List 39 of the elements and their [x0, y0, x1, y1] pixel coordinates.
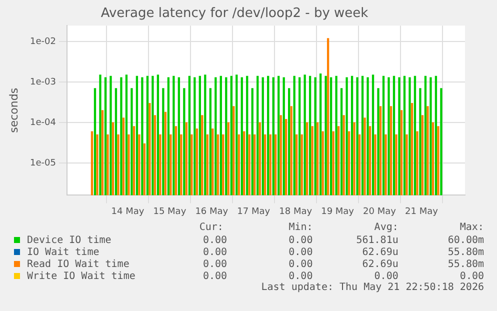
y-tick-label: 1e-05	[30, 158, 56, 168]
text: 0.00	[288, 270, 313, 282]
text: Avg:	[373, 222, 398, 234]
text: 62.69u	[361, 258, 398, 270]
x-tick-label: 21 May	[405, 206, 439, 217]
text: 561.81u	[355, 234, 398, 246]
x-tick-label: 18 May	[279, 206, 313, 217]
text: 0.00	[288, 246, 313, 258]
y-axis-title: seconds	[7, 88, 20, 133]
legend-label: Device IO time	[27, 234, 112, 246]
text: 0.00	[458, 270, 484, 282]
x-tick-label: 19 May	[321, 206, 355, 217]
legend-label: Write IO Wait time	[27, 270, 136, 282]
text: 0.00	[373, 270, 398, 282]
chart-title: Average latency for /dev/loop2 - by week	[100, 6, 369, 22]
text: 0.00	[202, 234, 228, 246]
text: 0.00	[288, 258, 313, 270]
y-tick-label: 1e-04	[30, 118, 56, 128]
text: Min:	[288, 222, 313, 234]
y-tick-label: 1e-03	[30, 77, 56, 88]
text: 0.00	[288, 234, 313, 246]
legend-label: Read IO Wait time	[27, 258, 130, 270]
y-tick-label: 1e-02	[30, 37, 56, 48]
text: 0.00	[202, 246, 228, 258]
legend-label: IO Wait time	[27, 246, 100, 258]
x-tick-label: 14 May	[111, 206, 145, 217]
text: Last update: Thu May 21 22:50:18 2026	[260, 282, 484, 294]
text: 55.80m	[446, 258, 484, 270]
text: 62.69u	[361, 246, 398, 258]
x-tick-label: 20 May	[363, 206, 397, 217]
x-tick-label: 17 May	[237, 206, 271, 217]
text: 60.00m	[446, 234, 484, 246]
text: 55.80m	[446, 246, 484, 258]
text: 0.00	[202, 258, 228, 270]
text: Max:	[458, 222, 484, 234]
x-tick-label: 15 May	[153, 206, 187, 217]
text: 0.00	[202, 270, 228, 282]
text: Cur:	[198, 222, 224, 234]
x-tick-label: 16 May	[195, 206, 229, 217]
